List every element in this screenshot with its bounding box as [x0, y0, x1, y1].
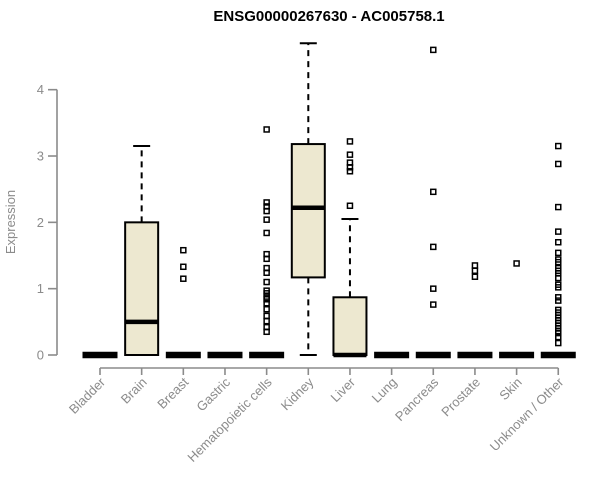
outlier-point: [263, 317, 270, 325]
zero-bar: [457, 351, 493, 359]
outlier-point: [430, 285, 437, 292]
outlier-point: [180, 275, 187, 282]
x-tick-label: Brain: [118, 375, 150, 407]
outlier-point: [471, 273, 479, 280]
outlier-point: [263, 296, 270, 303]
outlier-point: [346, 168, 354, 175]
outlier-point: [263, 305, 270, 313]
outlier-point: [430, 301, 437, 308]
outlier-point: [263, 207, 270, 215]
outlier-point: [555, 274, 562, 282]
zero-bar: [540, 351, 576, 359]
outlier-point: [555, 228, 562, 235]
x-tick-label: Gastric: [193, 374, 233, 414]
box-group: [249, 126, 285, 359]
box-group: [499, 260, 535, 359]
box-group: [374, 351, 410, 359]
outlier-point: [180, 246, 187, 254]
outlier-point: [346, 164, 354, 171]
outlier-point: [555, 339, 562, 347]
y-tick-label: 2: [37, 215, 44, 230]
outlier-point: [263, 229, 270, 237]
box: [290, 143, 326, 279]
outlier-point: [180, 263, 187, 271]
outlier-point: [555, 284, 562, 291]
x-tick-label: Skin: [496, 375, 524, 403]
zero-bar: [249, 351, 285, 359]
x-tick-label: Breast: [154, 374, 191, 411]
y-tick-label: 4: [37, 82, 44, 97]
outlier-point: [555, 238, 562, 246]
outlier-point: [555, 294, 562, 301]
y-axis-title: Expression: [3, 190, 18, 254]
y-tick-label: 1: [37, 281, 44, 296]
outlier-point: [430, 46, 437, 54]
outlier-point: [555, 329, 562, 337]
x-tick-label: Bladder: [66, 374, 109, 417]
outlier-point: [555, 142, 562, 150]
box-group: [415, 46, 451, 359]
outlier-point: [263, 255, 270, 263]
outlier-point: [263, 216, 270, 223]
outlier-point: [555, 333, 562, 341]
outlier-point: [263, 312, 270, 320]
outlier-point: [430, 188, 437, 196]
outlier-point: [555, 258, 562, 266]
zero-bar: [165, 351, 201, 359]
box: [332, 296, 368, 357]
y-tick-label: 3: [37, 149, 44, 164]
outlier-point: [263, 300, 270, 307]
outlier-point: [263, 278, 270, 286]
outlier-point: [555, 297, 562, 304]
x-tick-label: Liver: [328, 374, 359, 405]
box-group: [207, 351, 243, 359]
outlier-point: [263, 199, 270, 206]
y-axis: 0 1 2 3 4: [37, 82, 58, 363]
box-group: [332, 138, 368, 358]
outlier-point: [263, 126, 270, 133]
zero-bar: [82, 351, 118, 359]
x-tick-label: Kidney: [278, 374, 317, 413]
box-group: [124, 145, 160, 356]
outlier-point: [555, 160, 562, 168]
y-tick-label: 0: [37, 348, 44, 363]
chart-title: ENSG00000267630 - AC005758.1: [213, 8, 444, 25]
box-group: [540, 142, 576, 359]
zero-bar: [415, 351, 451, 359]
x-tick-label: Pancreas: [392, 374, 442, 424]
outlier-point: [555, 203, 562, 211]
box-group: [82, 351, 118, 359]
x-tick-label: Unknown / Other: [487, 374, 567, 454]
x-tick-label: Lung: [369, 375, 400, 406]
box-group: [165, 246, 201, 359]
outlier-point: [555, 249, 562, 257]
zero-bar: [374, 351, 410, 359]
x-tick-label: Prostate: [438, 375, 483, 420]
outlier-point: [263, 328, 270, 336]
outlier-point: [346, 151, 354, 158]
outlier-point: [471, 267, 479, 275]
outlier-point: [263, 269, 270, 277]
box-group: [290, 42, 326, 356]
zero-bar: [499, 351, 535, 359]
plot-area: [82, 42, 576, 359]
zero-bar: [207, 351, 243, 359]
outlier-point: [471, 262, 479, 269]
outlier-point: [430, 243, 437, 251]
box: [124, 221, 160, 356]
outlier-point: [513, 260, 520, 267]
box-group: [457, 262, 493, 359]
outlier-point: [263, 290, 270, 297]
outlier-point: [346, 202, 354, 210]
outlier-point: [346, 138, 354, 145]
